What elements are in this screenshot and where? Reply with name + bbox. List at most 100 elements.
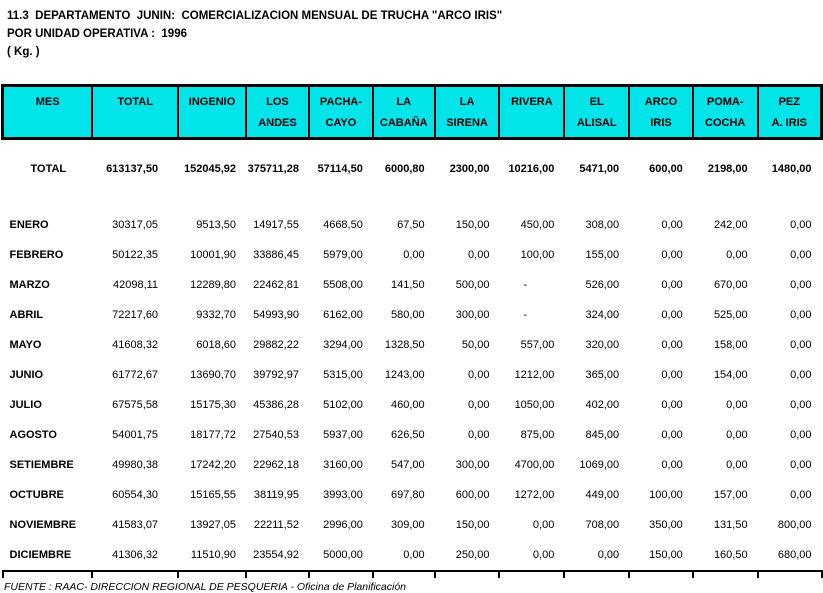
header-line2: ALISAL [576,117,617,129]
border-tick [1,570,94,578]
value-cell: 0,00 [661,219,683,231]
source-note: FUENTE : RAAC- DIRECCION REGIONAL DE PES… [4,581,407,593]
value-cell: 10216,00 [508,163,555,175]
value-cell: 324,00 [585,309,620,321]
row-label: MAYO [9,339,42,351]
header-line1: RIVERA [511,96,553,108]
value-cell: 600,00 [649,163,683,175]
header-row: MES TOTAL INGENIO LOS ANDES PACHA- CAYO LA CABAÑ… [1,84,823,140]
header-line1: EL [589,96,604,108]
value-cell: 308,00 [585,219,620,231]
value-cell: 22462,81 [253,279,299,291]
value-cell: 450,00 [520,219,555,231]
title-block: 11.3 DEPARTAMENTO JUNIN: COMERCIALIZACIO… [0,0,823,61]
value-cell: 4668,50 [323,219,363,231]
column-header-rivera: RIVERA [498,84,566,140]
value-cell: 1272,00 [514,489,555,501]
header-line2: CAYO [325,117,357,129]
value-cell: 50122,35 [112,249,159,261]
value-cell: 57114,50 [317,163,363,175]
value-cell: 0,00 [468,369,490,381]
value-cell: 10001,90 [190,249,236,261]
value-cell: 5315,00 [323,369,363,381]
value-cell: 158,00 [713,339,748,351]
value-cell: 6162,00 [323,309,363,321]
value-cell: 0,00 [726,429,748,441]
value-cell: 547,00 [391,459,425,471]
row-label: AGOSTO [9,429,57,441]
border-tick [308,570,374,578]
value-cell: 1243,00 [384,369,425,381]
header-line2: COCHA [705,117,746,129]
value-cell: 41583,07 [112,519,159,531]
row-label: JULIO [9,399,42,411]
border-tick [692,570,759,578]
value-cell: 157,00 [713,489,748,501]
value-cell: 402,00 [585,399,620,411]
value-cell: 12289,80 [190,279,236,291]
value-cell: 320,00 [585,339,620,351]
value-cell: 1069,00 [579,459,620,471]
table-row-diciembre: DICIEMBRE 41306,32 11510,90 23554,92 5000,00… [3,540,822,571]
column-header-total: TOTAL [91,84,180,140]
table-row-setiembre: SETIEMBRE 49980,38 17242,20 22962,18 3160,00… [3,450,822,480]
value-cell: 131,50 [713,519,748,531]
column-header-la-caba-a: LA CABAÑA [371,84,436,140]
value-cell: 525,00 [713,309,748,321]
header-line2 [4,113,91,137]
header-line2 [500,113,563,137]
value-cell: 9332,70 [196,309,236,321]
value-cell: 708,00 [585,519,620,531]
value-cell: 0,00 [790,459,812,471]
value-cell: 5979,00 [323,249,363,261]
border-tick [372,570,436,578]
spacer-cell [3,198,822,210]
table-row-octubre: OCTUBRE 60554,30 15165,55 38119,95 3993,00 69… [3,480,822,510]
border-tick [434,570,501,578]
value-cell: 460,00 [391,399,425,411]
value-cell: 2996,00 [323,519,363,531]
value-cell: 5000,00 [323,549,363,561]
value-cell: 613137,50 [106,163,159,175]
header-line1: ARCO [644,96,678,108]
row-label: DICIEMBRE [9,549,72,561]
value-cell: 0,00 [661,279,683,291]
value-cell: 27540,53 [253,429,299,441]
value-cell: 845,00 [585,429,620,441]
column-header-pacha-cayo: PACHA- CAYO [307,84,374,140]
value-cell: 0,00 [790,249,812,261]
spacer-row [3,198,822,210]
value-cell: 60554,30 [112,489,159,501]
value-cell: 22211,52 [253,519,299,531]
value-cell: 38119,95 [253,489,299,501]
row-label: SETIEMBRE [9,459,74,471]
value-cell: 2198,00 [707,163,748,175]
value-cell: 141,50 [391,279,425,291]
value-cell: 0,00 [790,219,812,231]
value-cell: 309,00 [391,519,425,531]
value-cell: 1050,00 [514,399,555,411]
table-row-enero: ENERO 30317,05 9513,50 14917,55 4668,50 67,50… [3,210,822,240]
column-header-ingenio: INGENIO [177,84,247,140]
value-cell: 800,00 [777,519,812,531]
header-line2 [93,113,177,137]
row-label: OCTUBRE [9,489,64,501]
value-cell: 150,00 [649,549,683,561]
value-cell: 5508,00 [323,279,363,291]
data-table: MES TOTAL INGENIO LOS ANDES PACHA- CAYO LA CABAÑ… [1,84,823,578]
column-header-pez-a-iris: PEZ A. IRIS [756,84,823,140]
border-tick [245,570,310,578]
table-row-mayo: MAYO 41608,32 6018,60 29882,22 3294,00 1328,5… [3,330,822,360]
value-cell: 0,00 [403,549,425,561]
value-cell: 41306,32 [112,549,159,561]
border-tick [499,570,566,578]
row-label: ENERO [9,219,49,231]
value-cell: 41608,32 [112,339,159,351]
value-cell: - [523,309,528,321]
header-line2: SIRENA [446,117,488,129]
value-cell: 22962,18 [253,459,299,471]
value-cell: 1480,00 [771,163,812,175]
value-cell: 0,00 [661,459,683,471]
table-header: MES TOTAL INGENIO LOS ANDES PACHA- CAYO LA CABAÑ… [1,84,823,140]
value-cell: 9513,50 [196,219,236,231]
